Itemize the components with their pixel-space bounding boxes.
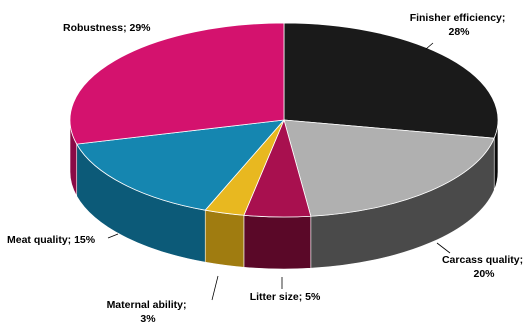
leader-line-maternal-ability	[211, 275, 219, 301]
pie-slice-finisher-efficiency	[283, 22, 499, 139]
slice-label-robustness: Robustness; 29%	[63, 22, 151, 34]
pie-side-litter-size	[243, 214, 312, 270]
slice-label-meat-quality: Meat quality; 15%	[7, 234, 96, 246]
leader-line-meat-quality	[107, 233, 119, 239]
slice-label-carcass-quality: Carcass quality; 20%	[442, 254, 526, 280]
pie-sides	[69, 119, 499, 270]
pie-slice-carcass-quality	[283, 119, 495, 217]
pie-labels: Finisher efficiency; 28% Carcass quality…	[7, 12, 526, 325]
slice-label-maternal-ability: Maternal ability; 3%	[107, 299, 190, 325]
pie-tops	[69, 22, 499, 218]
leader-line-finisher-efficiency	[425, 42, 434, 50]
pie-slice-robustness	[69, 22, 285, 145]
pie-slice-meat-quality	[76, 119, 285, 211]
slice-label-litter-size: Litter size; 5%	[250, 291, 321, 303]
leader-line-carcass-quality	[436, 242, 451, 254]
slice-label-finisher-efficiency: Finisher efficiency; 28%	[410, 12, 509, 38]
pie-side-maternal-ability	[204, 209, 245, 268]
